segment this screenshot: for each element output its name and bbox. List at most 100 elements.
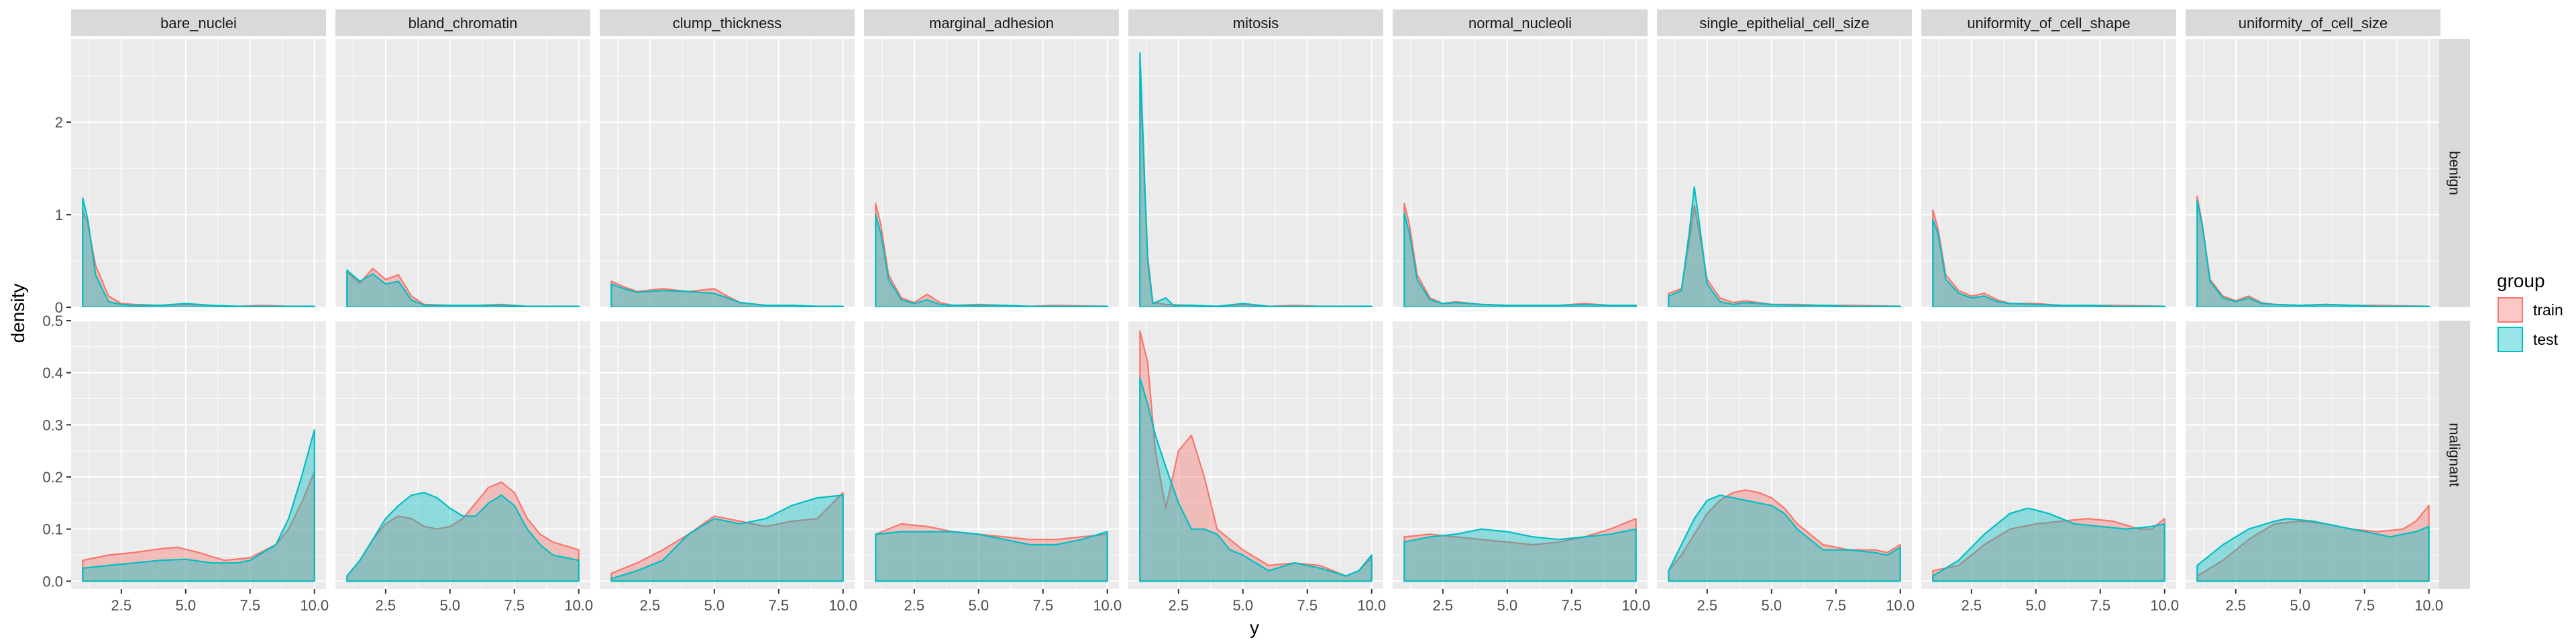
density-area-test [346,492,580,582]
facet-strip-marginal_adhesion: marginal_adhesion [864,9,1119,36]
x-axis-clump_thickness: 2.5 5.0 7.5 10.0 [640,589,857,614]
panel-background [1921,39,2176,307]
x-tick-label: 5.0 [969,597,989,614]
facet-strip-label: bland_chromatin [409,15,518,32]
density-area-test [346,269,580,307]
y-tick-label: 0.1 [42,521,63,538]
density-area-train [1403,518,1637,582]
x-tick-label: 10.0 [1093,597,1122,614]
x-tick-label: 10.0 [1621,597,1650,614]
density-areas [1668,489,1901,582]
facet-strip-benign: benign [2439,39,2470,307]
y-tick-label: 0.3 [42,417,63,433]
panel-malignant-clump_thickness [600,320,855,589]
x-tick-label: 5.0 [1497,597,1518,614]
facet-strip-uniformity_of_cell_shape: uniformity_of_cell_shape [1921,9,2176,36]
panel-background [864,39,1119,307]
panel-background [335,39,590,307]
density-area-train [1668,489,1901,582]
density-areas [1403,518,1637,582]
density-area-test [1932,507,2165,582]
panel-background [1128,39,1383,307]
facet-strip-bg [1921,9,2176,36]
y-tick-label: 0 [55,299,63,316]
panel-benign-bare_nuclei [71,39,326,308]
x-tick-label: 7.5 [504,597,525,614]
density-areas [82,429,315,582]
y-tick-label: 1 [55,207,63,223]
facet-strip-bland_chromatin: bland_chromatin [335,9,590,36]
density-areas [610,492,844,582]
panel-background [71,321,326,589]
x-tick-label: 5.0 [704,597,725,614]
facet-strip-single_epithelial_cell_size: single_epithelial_cell_size [1657,9,1912,36]
panel-background [1657,321,1912,589]
density-area-test [2196,200,2430,307]
facet-strip-bg [1657,9,1912,36]
y-tick-label: 0.4 [42,365,63,382]
density-area-test [82,429,315,582]
x-tick-label: 7.5 [768,597,789,614]
x-tick-label: 5.0 [1233,597,1254,614]
panel-background [600,39,855,307]
facet-strip-label: marginal_adhesion [929,15,1054,32]
panel-background [864,321,1119,589]
x-axis-uniformity_of_cell_size: 2.5 5.0 7.5 10.0 [2226,589,2443,614]
facet-strip-label: clump_thickness [673,15,782,32]
x-axis-mitosis: 2.5 5.0 7.5 10.0 [1169,589,1386,614]
x-tick-label: 5.0 [2290,597,2311,614]
panel-background [335,321,590,589]
panel-background [1128,321,1383,589]
x-tick-label: 7.5 [1825,597,1846,614]
x-tick-label: 7.5 [1032,597,1053,614]
x-tick-label: 7.5 [2090,597,2110,614]
legend-swatch-test [2498,327,2523,352]
legend-item-test: test [2497,326,2559,353]
density-area-test [1668,494,1901,582]
x-tick-label: 2.5 [1697,597,1718,614]
density-area-train [82,471,315,582]
density-area-test [610,283,844,307]
density-areas [346,481,580,582]
panel-benign-uniformity_of_cell_shape [1921,39,2176,308]
y-axis-malignant: 0.0 0.1 0.2 0.3 0.4 0.5 [42,313,71,590]
facet-strip-label: benign [2447,151,2463,195]
x-tick-label: 2.5 [1962,597,1982,614]
x-axis-uniformity_of_cell_shape: 2.5 5.0 7.5 10.0 [1962,589,2179,614]
facet-strip-bg [1393,9,1648,36]
density-areas [1139,330,1373,582]
facet-strip-mitosis: mitosis [1128,9,1383,36]
density-areas [2196,504,2430,582]
x-tick-label: 2.5 [376,597,396,614]
x-tick-label: 2.5 [640,597,661,614]
density-areas [610,280,844,307]
density-area-train [1932,518,2165,582]
legend-swatch-train [2498,297,2523,323]
x-tick-label: 2.5 [904,597,925,614]
facet-strip-label: mitosis [1233,15,1279,32]
legend-label-train: train [2533,301,2563,319]
facet-strip-label: normal_nucleoli [1468,15,1572,32]
x-axis-bare_nuclei: 2.5 5.0 7.5 10.0 [111,589,329,614]
facet-strip-uniformity_of_cell_size: uniformity_of_cell_size [2186,9,2440,36]
panel-malignant-normal_nucleoli [1393,320,1648,589]
x-tick-label: 7.5 [2354,597,2375,614]
panel-background [2186,39,2440,307]
x-tick-label: 10.0 [2150,597,2179,614]
facet-strip-bg [1128,9,1383,36]
density-areas [1139,52,1373,307]
panel-background [1393,321,1648,589]
panel-background [2186,321,2440,589]
facet-strip-label: bare_nuclei [160,15,237,32]
panels-layer [71,39,2440,589]
facet-strip-bg [600,9,855,36]
facet-strip-clump_thickness: clump_thickness [600,9,855,36]
density-area-test [82,197,315,307]
density-area-train [346,481,580,582]
x-tick-label: 7.5 [1561,597,1582,614]
x-tick-label: 10.0 [1886,597,1915,614]
x-axis-single_epithelial_cell_size: 2.5 5.0 7.5 10.0 [1697,589,1915,614]
strips-layer: bare_nuclei bland_chromatin clump_thicknes… [71,9,2470,589]
density-areas [875,203,1108,307]
y-tick-label: 2 [55,114,63,131]
